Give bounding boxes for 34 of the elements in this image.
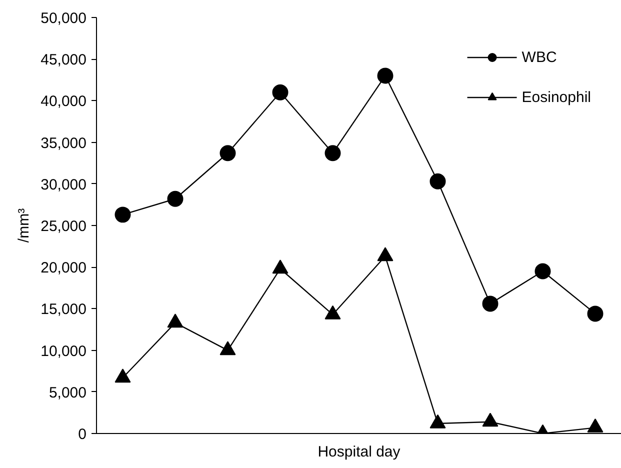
point [430, 414, 446, 428]
point [324, 145, 341, 162]
point [377, 68, 394, 84]
y-tick-label: 30,000 [40, 176, 87, 194]
y-tick-label: 45,000 [40, 52, 87, 69]
point [114, 368, 131, 383]
y-tick-label: 0 [78, 426, 86, 443]
point [220, 341, 236, 356]
legend-label: Eosinophil [522, 88, 591, 106]
point [430, 173, 446, 190]
point [167, 190, 184, 207]
y-tick-label: 35,000 [40, 134, 87, 152]
point [272, 84, 288, 100]
y-tick-label: 10,000 [40, 342, 87, 360]
point [167, 314, 184, 328]
point [482, 412, 498, 427]
point [324, 305, 341, 320]
y-tick-label: 40,000 [40, 93, 87, 110]
legend-label: WBC [522, 48, 557, 66]
point [272, 260, 288, 274]
y-tick-label: 5,000 [48, 384, 87, 402]
y-tick-label: 25,000 [40, 218, 87, 235]
point [377, 247, 394, 262]
point [482, 296, 498, 312]
point [114, 206, 131, 223]
y-tick-label: 20,000 [40, 260, 87, 277]
point [587, 418, 604, 433]
point [587, 306, 604, 322]
x-axis-title: Hospital day [318, 444, 401, 460]
y-axis-title: /mm³ [16, 208, 33, 243]
point [534, 263, 551, 280]
y-tick-label: 50,000 [40, 10, 87, 27]
y-tick-label: 15,000 [40, 301, 87, 318]
point [220, 145, 236, 162]
